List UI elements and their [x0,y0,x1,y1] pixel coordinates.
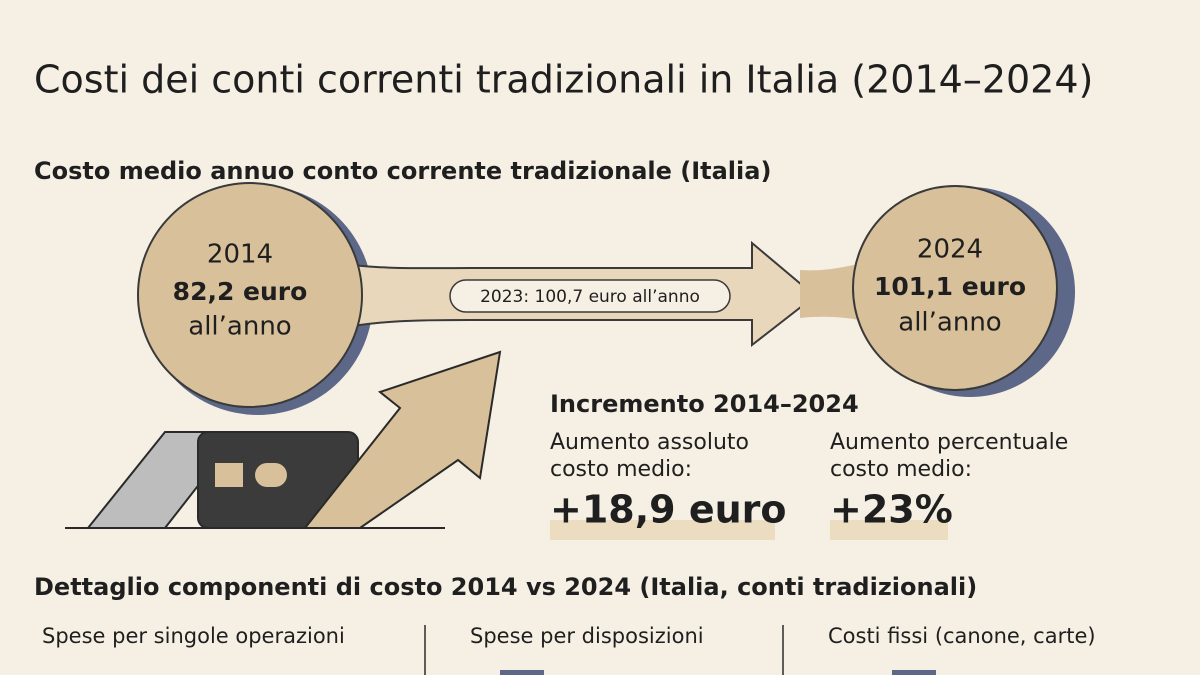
connector-neck [800,262,870,322]
bubble [137,182,363,408]
bubble-unit: all’anno [898,308,1001,338]
value-highlight [830,520,948,540]
bubble-value: 101,1 euro [874,272,1026,301]
bubble-year: 2024 [917,235,983,265]
stat-label: Aumento percentuale [830,430,1068,455]
column-header: Spese per disposizioni [470,624,704,648]
bubble [852,185,1058,391]
column-header: Spese per singole operazioni [42,624,345,648]
card-chip [215,463,243,487]
bar-top [892,670,936,675]
stat-label: costo medio: [550,457,692,482]
bubble-unit: all’anno [188,312,291,342]
middle-label: 2023: 100,7 euro all’anno [480,287,700,307]
card-logo [255,463,287,487]
stat-value: +23% [830,488,953,532]
growth-arrow [302,350,502,529]
bubble-value: 82,2 euro [173,277,308,306]
label-pill [449,279,731,313]
section-title: Costo medio annuo conto corrente tradizi… [34,157,771,185]
value-highlight [550,520,775,540]
bubble-year: 2014 [207,240,273,270]
bar-top [500,670,544,675]
stat-label: costo medio: [830,457,972,482]
page-title: Costi dei conti correnti tradizionali in… [34,58,1093,102]
stat-value: +18,9 euro [550,488,787,532]
column-header: Costi fissi (canone, carte) [828,624,1096,648]
increase-title: Incremento 2014–2024 [550,390,859,418]
stat-label: Aumento assoluto [550,430,749,455]
components-title: Dettaglio componenti di costo 2014 vs 20… [34,573,977,601]
